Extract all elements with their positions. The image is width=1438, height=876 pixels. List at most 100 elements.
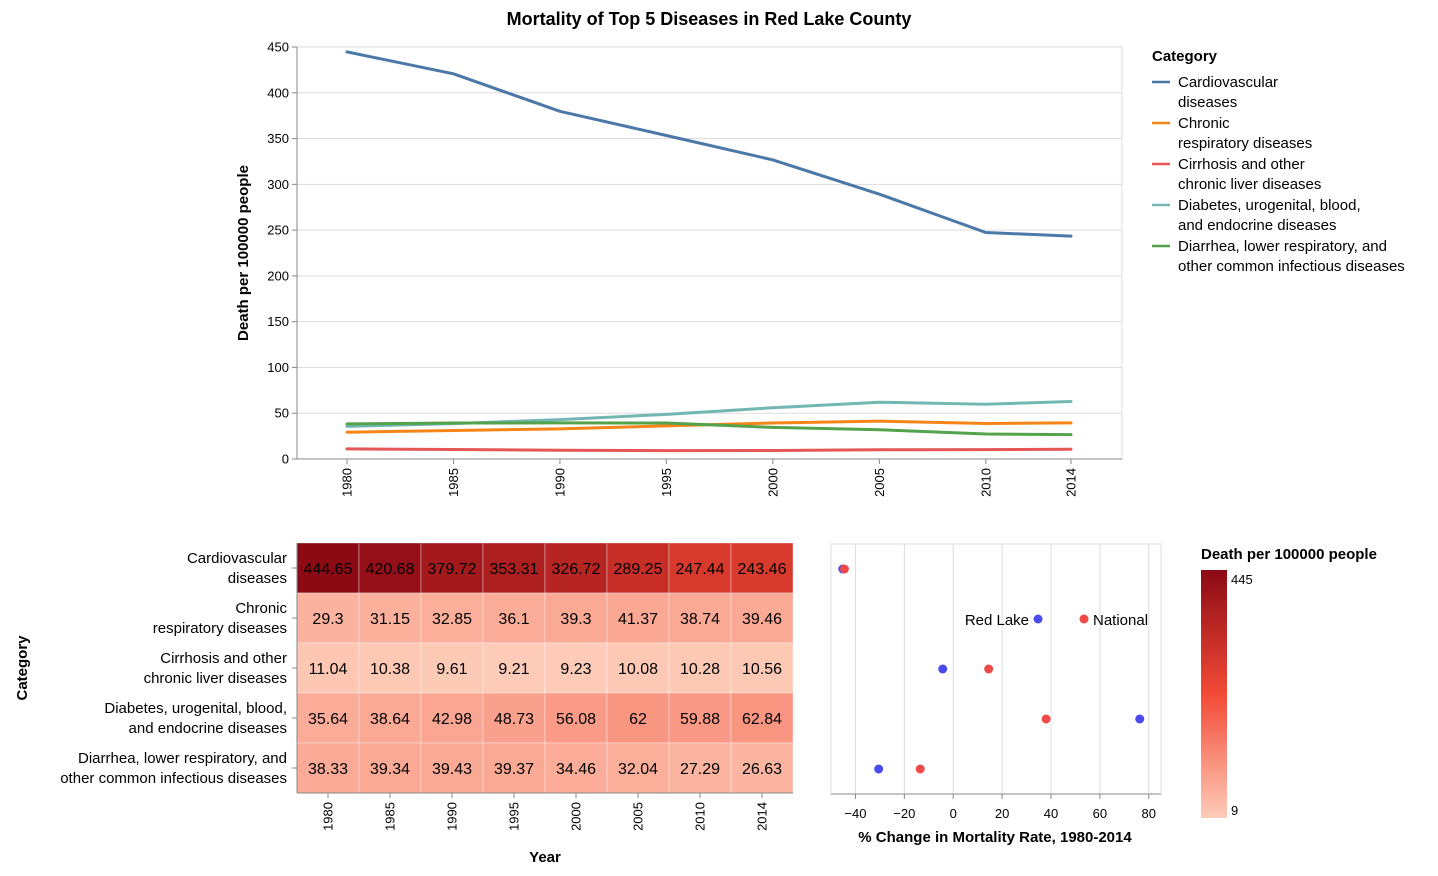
legend-label-cirrhosis-and-other-chronic-liver-diseases: chronic liver diseases	[1178, 176, 1321, 193]
heatmap-cell-label: 59.88	[680, 711, 720, 728]
heatmap-cell	[420, 542, 484, 594]
heatmap-cell	[420, 692, 484, 744]
heatmap-category-label: Cardiovascular	[187, 550, 287, 567]
dot-plot-x-tick-label: 80	[1142, 806, 1156, 821]
dot-label-national: National	[1093, 612, 1148, 629]
line-chart: 0 50 100 150 200 250 300 350 400 450 1980 1985 1990 1…	[235, 40, 1123, 497]
line-chart-y-tick-label: 350	[267, 131, 289, 146]
heatmap-cell	[358, 742, 422, 794]
dot-plot-x-tick-label: 40	[1044, 806, 1058, 821]
heatmap-color-legend: Death per 100000 people 445 9	[1201, 546, 1377, 818]
heatmap-cell	[668, 692, 732, 744]
heatmap-cell	[420, 592, 484, 644]
line-chart-x-tick-label: 2000	[765, 468, 780, 497]
heatmap-x-axis-title: Year	[529, 849, 561, 866]
legend-label-diabetes-urogenital-blood-and-endocrine-diseases: and endocrine diseases	[1178, 217, 1336, 234]
heatmap-cell	[482, 592, 546, 644]
dot-national	[984, 664, 994, 674]
heatmap-cell	[482, 542, 546, 594]
line-chart-x-tick-label: 2014	[1064, 468, 1079, 497]
heatmap-cell	[482, 642, 546, 694]
legend-title: Category	[1152, 48, 1218, 65]
line-chart-y-tick-label: 100	[267, 360, 289, 375]
heatmap-category-label: respiratory diseases	[153, 620, 287, 637]
heatmap-cell-label: 326.72	[552, 561, 601, 578]
heatmap-cell-label: 11.04	[309, 661, 348, 678]
line-chart-y-tick-label: 400	[267, 85, 289, 100]
heatmap-cell	[606, 692, 670, 744]
heatmap-cell-label: 31.15	[370, 611, 410, 628]
heatmap-x-tick-label: 2005	[631, 802, 646, 831]
series-line-cirrhosis-and-other-chronic-liver-diseases	[345, 447, 1073, 453]
heatmap-cell-label: 353.31	[490, 561, 539, 578]
heatmap-cell-label: 444.65	[304, 561, 353, 578]
heatmap-cell-label: 10.28	[680, 661, 720, 678]
heatmap-cell-label: 34.46	[556, 761, 596, 778]
heatmap-cell	[730, 742, 794, 794]
heatmap-cell-label: 32.04	[618, 761, 658, 778]
line-chart-x-tick-label: 2010	[978, 468, 993, 497]
line-chart-y-tick-label: 200	[267, 268, 289, 283]
heatmap-x-tick-label: 2010	[693, 802, 708, 831]
heatmap-cell-label: 35.64	[308, 711, 348, 728]
heatmap-cell	[606, 542, 670, 594]
heatmap-cell-label: 39.3	[560, 611, 591, 628]
heatmap-category-label: other common infectious diseases	[60, 770, 287, 787]
dot-red-lake	[874, 764, 884, 774]
heatmap-cell-label: 62.84	[742, 711, 782, 728]
heatmap-x-tick-label: 1990	[445, 802, 460, 831]
chart-title: Mortality of Top 5 Diseases in Red Lake …	[507, 9, 912, 29]
color-legend-gradient	[1201, 570, 1227, 818]
line-chart-series	[345, 50, 1073, 453]
series-line-diarrhea-lower-respiratory-and-other-common-infectious-diseases	[345, 421, 1073, 437]
heatmap-cell-label: 38.64	[370, 711, 410, 728]
line-chart-x-tick-label: 1995	[659, 468, 674, 497]
line-chart-y-axis-title: Death per 100000 people	[235, 165, 252, 341]
dot-national	[915, 764, 925, 774]
heatmap-cell	[358, 642, 422, 694]
heatmap-cell-label: 9.21	[498, 661, 529, 678]
heatmap-cell	[606, 592, 670, 644]
heatmap-x-tick-label: 2000	[569, 802, 584, 831]
line-chart-y-tick-label: 50	[275, 406, 289, 421]
heatmap-cell	[544, 692, 608, 744]
heatmap-cell-label: 38.33	[308, 761, 348, 778]
line-chart-y-tick-label: 250	[267, 223, 289, 238]
heatmap-cell-label: 10.08	[618, 661, 658, 678]
heatmap-cell-label: 39.37	[494, 761, 534, 778]
legend-label-diarrhea-lower-respiratory-and-other-common-infectious-diseases: other common infectious diseases	[1178, 258, 1405, 275]
legend-label-diarrhea-lower-respiratory-and-other-common-infectious-diseases: Diarrhea, lower respiratory, and	[1178, 238, 1387, 255]
heatmap-cell-label: 48.73	[494, 711, 534, 728]
line-chart-y-tick-label: 0	[282, 452, 289, 467]
line-chart-plot-frame	[296, 46, 1123, 460]
line-chart-x-tick-label: 1990	[552, 468, 567, 497]
heatmap-cell-label: 29.3	[312, 611, 343, 628]
heatmap-cell-label: 39.43	[432, 761, 472, 778]
heatmap-cell-label: 26.63	[742, 761, 782, 778]
line-chart-y-tick-label: 300	[267, 177, 289, 192]
heatmap-cell-label: 39.46	[742, 611, 782, 628]
dot-national	[1041, 714, 1051, 724]
heatmap-cell-label: 41.37	[618, 611, 658, 628]
heatmap-cell-label: 420.68	[366, 561, 415, 578]
heatmap-cell-label: 38.74	[680, 611, 720, 628]
heatmap-cell-label: 243.46	[738, 561, 787, 578]
heatmap-category-label: Diarrhea, lower respiratory, and	[78, 750, 287, 767]
heatmap-x-tick-label: 2014	[755, 802, 770, 831]
heatmap-cell	[358, 592, 422, 644]
heatmap-cell-label: 62	[629, 711, 647, 728]
dot-national	[839, 564, 849, 574]
heatmap-cell	[544, 542, 608, 594]
color-legend-min-label: 9	[1231, 803, 1238, 818]
heatmap-y-axis-title: Category	[14, 635, 31, 701]
dot-red-lake	[938, 664, 948, 674]
dot-plot-x-tick-label: −40	[844, 806, 866, 821]
dot-plot-x-tick-label: 60	[1093, 806, 1107, 821]
heatmap-cell	[482, 742, 546, 794]
heatmap-x-tick-label: 1985	[383, 802, 398, 831]
change-dot-plot: −40 −20 0 20 40 60 80 Red Lake National % Chang…	[830, 543, 1162, 846]
line-chart-axes: 0 50 100 150 200 250 300 350 400 450 1980 1985 1990 1…	[267, 40, 1122, 497]
heatmap-cell-label: 39.34	[370, 761, 410, 778]
dot-plot-frame	[830, 543, 1162, 795]
legend-label-chronic-respiratory-diseases: respiratory diseases	[1178, 135, 1312, 152]
